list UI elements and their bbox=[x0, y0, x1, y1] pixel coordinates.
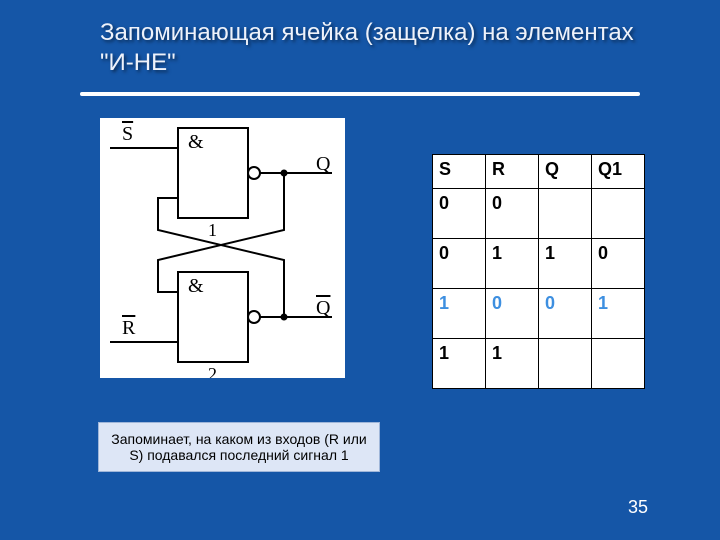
table-cell: 0 bbox=[539, 289, 592, 339]
title-underline bbox=[80, 92, 640, 96]
svg-text:S: S bbox=[122, 123, 133, 145]
truth-table: SRQQ1000110100111 bbox=[432, 154, 645, 389]
svg-text:2: 2 bbox=[208, 364, 217, 378]
table-cell: 1 bbox=[539, 239, 592, 289]
caption-box: Запоминает, на каком из входов (R или S)… bbox=[98, 422, 380, 472]
table-cell: 0 bbox=[433, 239, 486, 289]
page-number: 35 bbox=[628, 497, 648, 518]
circuit-diagram: & 1 & 2 S R Q Q bbox=[100, 118, 345, 378]
table-header-cell: S bbox=[433, 155, 486, 189]
table-cell: 0 bbox=[592, 239, 645, 289]
svg-text:&: & bbox=[188, 131, 204, 153]
table-cell: 1 bbox=[433, 339, 486, 389]
table-cell bbox=[539, 339, 592, 389]
table-header-row: SRQQ1 bbox=[433, 155, 645, 189]
table-row: 11 bbox=[433, 339, 645, 389]
table-cell: 0 bbox=[486, 289, 539, 339]
table-row: 0110 bbox=[433, 239, 645, 289]
page-title: Запоминающая ячейка (защелка) на элемент… bbox=[100, 18, 660, 78]
table-row: 00 bbox=[433, 189, 645, 239]
table-cell: 1 bbox=[486, 339, 539, 389]
table-header-cell: Q bbox=[539, 155, 592, 189]
slide: Запоминающая ячейка (защелка) на элемент… bbox=[0, 0, 720, 540]
svg-text:1: 1 bbox=[208, 220, 217, 240]
table-cell: 0 bbox=[433, 189, 486, 239]
table-cell: 1 bbox=[592, 289, 645, 339]
table-row: 1001 bbox=[433, 289, 645, 339]
svg-text:&: & bbox=[188, 275, 204, 297]
svg-text:Q: Q bbox=[316, 297, 331, 319]
table-cell bbox=[592, 339, 645, 389]
table-header-cell: R bbox=[486, 155, 539, 189]
svg-text:R: R bbox=[122, 317, 136, 339]
table-cell: 0 bbox=[486, 189, 539, 239]
table-header-cell: Q1 bbox=[592, 155, 645, 189]
table-cell bbox=[592, 189, 645, 239]
svg-text:Q: Q bbox=[316, 153, 331, 175]
table-cell bbox=[539, 189, 592, 239]
table-cell: 1 bbox=[486, 239, 539, 289]
table-cell: 1 bbox=[433, 289, 486, 339]
